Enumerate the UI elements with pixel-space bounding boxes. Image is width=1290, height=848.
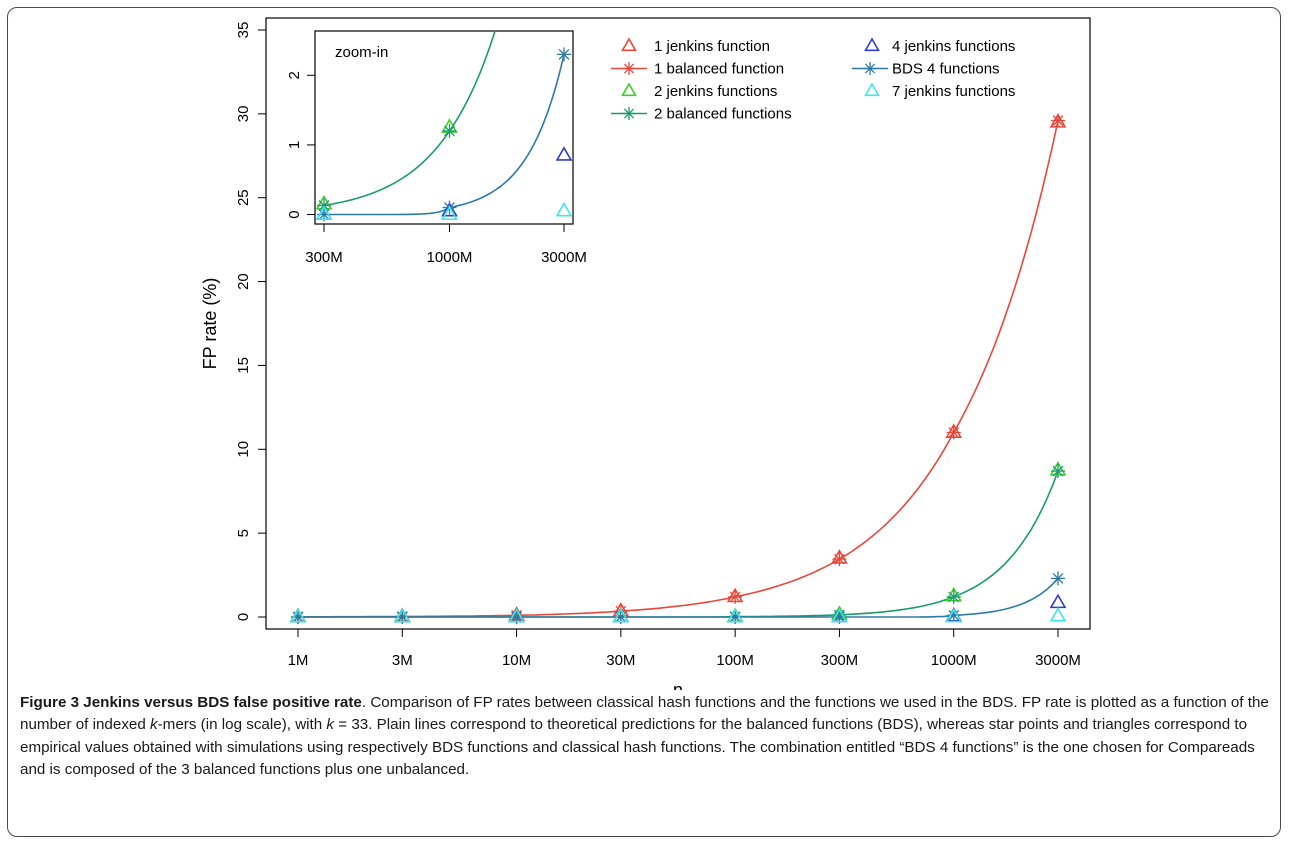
legend-label: 1 jenkins function	[654, 38, 770, 55]
star-point	[946, 425, 961, 440]
caption-title: Figure 3 Jenkins versus BDS false positi…	[20, 694, 362, 711]
triangle-point	[1049, 607, 1067, 622]
legend-marker	[621, 37, 637, 52]
triangle-point	[1049, 593, 1067, 609]
caption-text-1: . Comparison of FP rates between classic…	[20, 694, 1269, 734]
legend-label: 7 jenkins functions	[892, 83, 1015, 100]
inset-star-point	[557, 47, 571, 62]
triangle-point	[945, 607, 963, 623]
y-axis-label: FP rate (%)	[200, 278, 220, 370]
x-tick-label: 30M	[606, 652, 635, 669]
legend-marker	[622, 62, 636, 75]
y-tick-label: 5	[235, 529, 252, 537]
inset-star-point	[442, 123, 457, 138]
inset-triangle-point	[441, 205, 458, 220]
legend-label: 2 jenkins functions	[654, 83, 777, 100]
x-tick-label: 100M	[716, 652, 754, 669]
caption-text-2: -mers (in log scale), with	[157, 716, 327, 734]
zoom-in-inset: zoom-in 0 1 2 300M 1000M 3000M	[286, 30, 587, 266]
star-point	[832, 552, 847, 567]
legend-label: 1 balanced function	[654, 61, 784, 78]
triangle-point	[289, 607, 307, 623]
inset-triangle-point	[441, 201, 458, 217]
legend-label: 4 jenkins functions	[892, 38, 1015, 55]
inset-title: zoom-in	[335, 44, 388, 61]
x-tick-label: 1M	[288, 652, 309, 669]
inset-x-tick-label: 1000M	[427, 249, 473, 266]
inset-x-tick-label: 3000M	[541, 249, 587, 266]
x-axis-label: n	[673, 680, 683, 690]
inset-y-tick-label: 2	[286, 71, 303, 79]
y-tick-label: 0	[235, 613, 252, 621]
star-point	[1051, 464, 1065, 479]
series-line-BDS-4-functions	[298, 577, 1059, 618]
star-point	[1051, 571, 1065, 586]
legend-marker	[621, 82, 637, 97]
star-point	[946, 589, 961, 604]
x-tick-label: 10M	[502, 652, 531, 669]
plot-area	[265, 17, 1091, 630]
inset-series-line	[323, 31, 496, 207]
legend-label: BDS 4 functions	[892, 61, 1000, 78]
star-point	[1051, 113, 1065, 128]
legend-marker	[622, 107, 636, 120]
figure-frame	[7, 7, 1281, 837]
triangle-point	[393, 607, 411, 623]
y-tick-label: 35	[235, 22, 252, 39]
triangle-point	[612, 607, 630, 623]
legend-marker	[863, 62, 877, 75]
star-point	[728, 589, 743, 604]
caption-k-1: k	[150, 716, 158, 734]
x-tick-label: 3M	[392, 652, 413, 669]
inset-triangle-point	[555, 146, 573, 161]
figure-caption: Figure 3 Jenkins versus BDS false positi…	[20, 692, 1276, 782]
inset-y-tick-label: 0	[286, 210, 303, 218]
y-tick-label: 15	[235, 357, 252, 374]
y-tick-label: 10	[235, 441, 252, 458]
x-tick-label: 1000M	[931, 652, 977, 669]
inset-triangle-point	[315, 205, 333, 220]
x-tick-label: 3000M	[1035, 652, 1081, 669]
inset-y-tick-label: 1	[286, 141, 303, 149]
inset-triangle-point	[555, 201, 573, 217]
inset-x-tick-label: 300M	[305, 249, 343, 266]
series-line-2-balanced-functions	[298, 470, 1059, 618]
y-tick-label: 25	[235, 189, 252, 206]
legend-marker	[864, 37, 880, 52]
y-tick-label: 20	[235, 273, 252, 290]
caption-k-2: k	[326, 716, 335, 734]
inset-plot-area	[314, 30, 574, 225]
triangle-point	[508, 607, 525, 623]
y-tick-label: 30	[235, 106, 252, 123]
triangle-point	[831, 607, 848, 623]
triangle-point	[726, 607, 744, 623]
inset-series-line	[324, 54, 565, 216]
legend-marker	[864, 82, 880, 97]
caption-text-3: = 33. Plain lines correspond to theoreti…	[20, 716, 1255, 779]
legend-label: 2 balanced functions	[654, 106, 792, 123]
x-tick-label: 300M	[821, 652, 859, 669]
